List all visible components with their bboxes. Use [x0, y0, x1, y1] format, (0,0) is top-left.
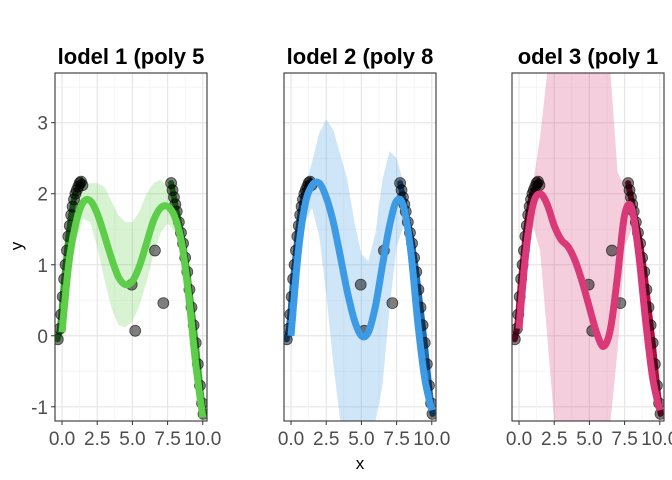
- y-tick-label: 1: [37, 256, 48, 277]
- x-tick-label: 7.5: [611, 429, 637, 450]
- x-tick-label: 10.0: [184, 429, 221, 450]
- panel-title: lodel 1 (poly 5: [58, 44, 205, 69]
- panel-border: [511, 72, 665, 422]
- data-point: [129, 324, 142, 337]
- data-point: [76, 179, 89, 192]
- panel-title: lodel 2 (poly 8: [287, 44, 434, 69]
- x-tick-label: 10.0: [413, 429, 450, 450]
- plot-area: [284, 119, 436, 421]
- data-point: [149, 244, 161, 257]
- x-tick-label: 5.0: [348, 429, 374, 450]
- x-axis-label: x: [356, 454, 365, 473]
- x-tick-label: 10.0: [641, 429, 672, 450]
- panel-2: lodel 2 (poly 8 0.0 2.5 5.0 7.5 10.0: [278, 44, 450, 450]
- data-point: [157, 297, 170, 310]
- fit-curve: [287, 178, 436, 412]
- data-point: [354, 278, 367, 291]
- plot-area: [55, 175, 207, 421]
- x-tick-label: 2.5: [84, 429, 110, 450]
- panel-title: odel 3 (poly 1: [518, 44, 659, 69]
- x-tick-label: 0.0: [278, 429, 304, 450]
- x-tick-label: 2.5: [541, 429, 567, 450]
- x-tick-label: 7.5: [383, 429, 409, 450]
- y-axis-label: y: [7, 241, 26, 250]
- panel-border: [54, 72, 208, 422]
- panel-border: [283, 72, 437, 422]
- panels: lodel 1 (poly 50.0 2.5 5.0 7.5 10.0-10123lod…: [31, 44, 672, 450]
- plot-area: [512, 73, 664, 421]
- y-tick-label: -1: [31, 398, 48, 419]
- confidence-band: [519, 73, 660, 421]
- x-tick-label: 5.0: [119, 429, 145, 450]
- data-point: [386, 297, 399, 310]
- grid: [284, 73, 436, 421]
- panel-3: odel 3 (poly 1 0.0 2.5 5.0 7.510.0: [506, 44, 672, 450]
- data-point: [606, 244, 618, 257]
- x-tick-label: 2.5: [313, 429, 339, 450]
- fit-curve: [515, 190, 664, 412]
- x-tick-label: 0.0: [506, 429, 532, 450]
- y-tick-label: 0: [37, 327, 48, 348]
- confidence-band: [62, 179, 203, 421]
- y-tick-label: 2: [37, 185, 48, 206]
- panel-1: lodel 1 (poly 5 0.0 2.5 5.0 7.5 10.0 -1 0 1 2 3: [31, 44, 221, 450]
- fit-curve: [58, 195, 207, 418]
- data-point: [512, 333, 521, 346]
- data-point: [533, 179, 546, 192]
- x-tick-label: 0.0: [49, 429, 75, 450]
- x-tick-label: 7.5: [154, 429, 180, 450]
- x-tick-label: 5.0: [576, 429, 602, 450]
- y-tick-label: 3: [37, 114, 48, 135]
